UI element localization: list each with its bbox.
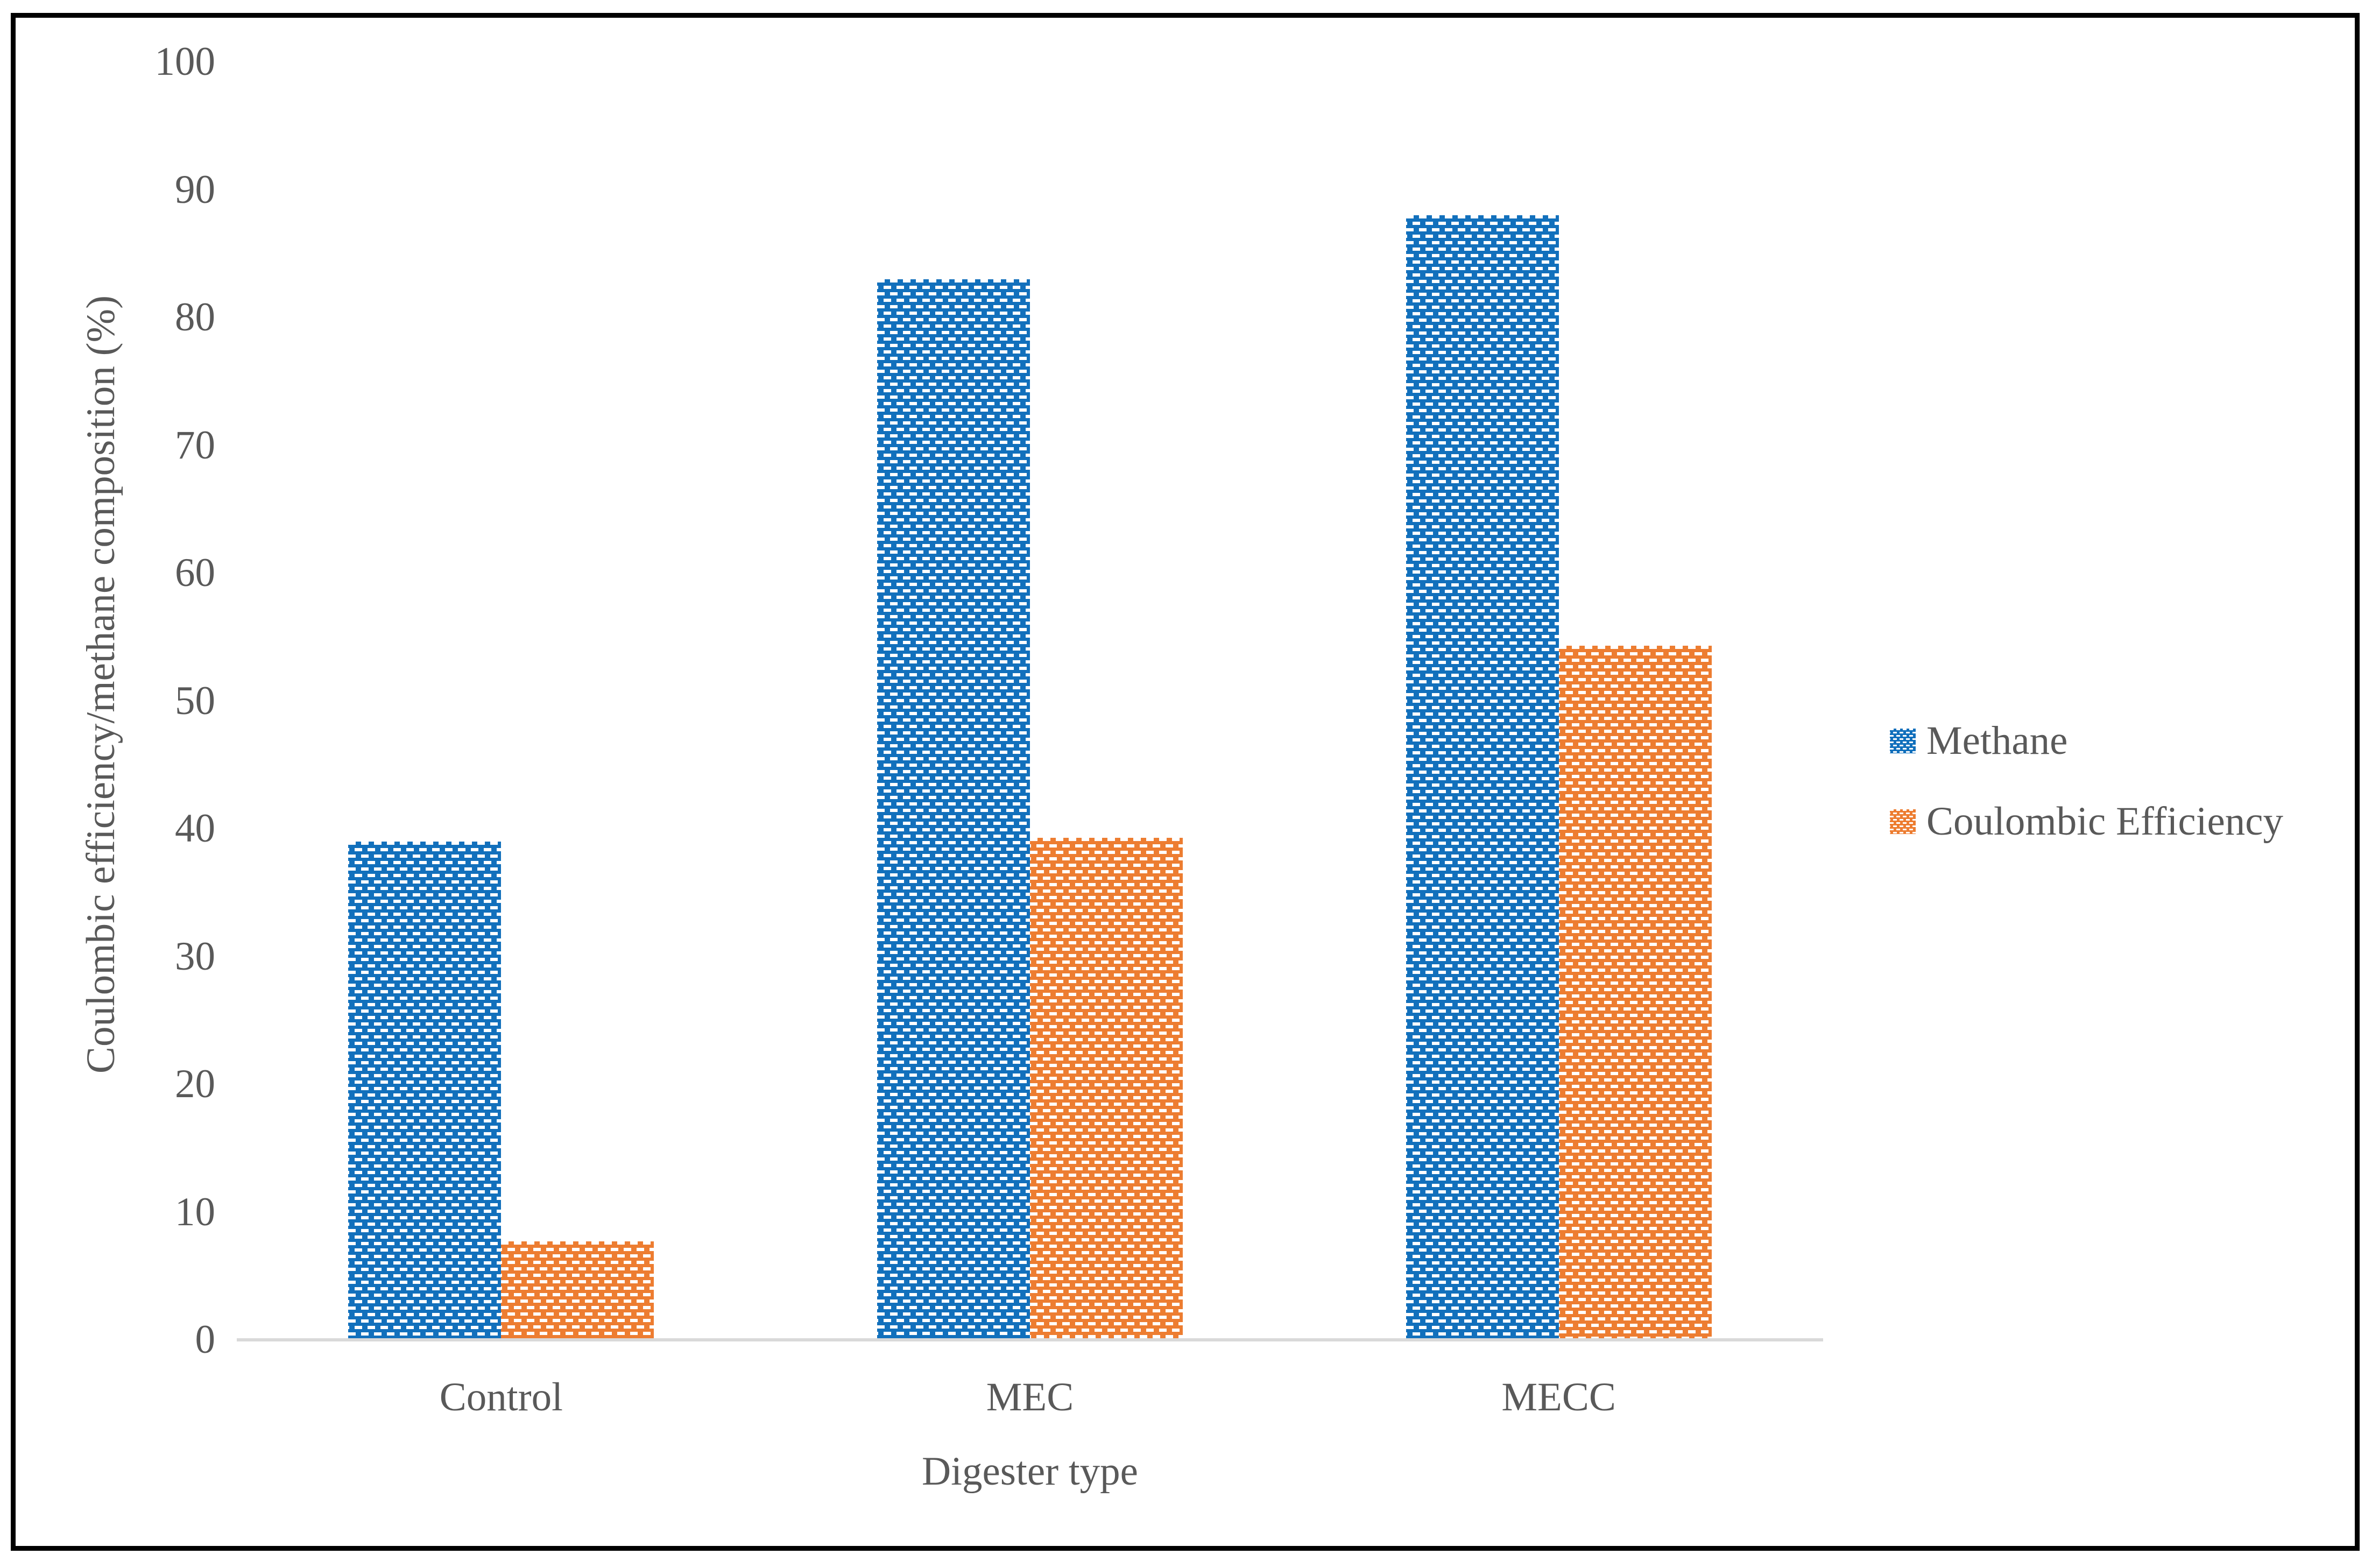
y-tick-label-90: 90 — [175, 167, 215, 212]
legend-label-methane: Methane — [1926, 718, 2068, 763]
bar-methane-mec — [877, 279, 1030, 1340]
legend-item-coulombic-efficiency: Coulombic Efficiency — [1890, 797, 2283, 846]
bar-coulombic-efficiency-mecc — [1558, 646, 1712, 1340]
y-tick-label-10: 10 — [175, 1189, 215, 1234]
x-axis-title: Digester type — [922, 1449, 1138, 1494]
y-tick-label-0: 0 — [195, 1317, 216, 1362]
figure-border — [11, 13, 2360, 1551]
legend-item-methane: Methane — [1890, 717, 2067, 765]
y-tick-label-40: 40 — [175, 806, 215, 851]
bar-methane-mecc — [1406, 215, 1559, 1340]
legend-label-coulombic-efficiency: Coulombic Efficiency — [1926, 799, 2284, 844]
y-tick-label-60: 60 — [175, 550, 215, 595]
bar-methane-control — [348, 841, 502, 1340]
x-tick-label-mec: MEC — [986, 1375, 1074, 1419]
plot-area — [237, 62, 1823, 1340]
x-axis-line — [237, 1338, 1823, 1341]
y-tick-label-70: 70 — [175, 422, 215, 468]
y-tick-label-20: 20 — [175, 1062, 215, 1106]
y-tick-label-30: 30 — [175, 934, 215, 979]
bar-coulombic-efficiency-control — [501, 1241, 654, 1340]
legend-swatch-methane — [1890, 729, 1916, 753]
bar-coulombic-efficiency-mec — [1030, 837, 1183, 1340]
x-tick-label-control: Control — [439, 1375, 563, 1419]
y-tick-label-100: 100 — [154, 39, 216, 84]
y-tick-label-50: 50 — [175, 678, 215, 723]
legend-swatch-coulombic-efficiency — [1890, 809, 1916, 834]
x-tick-label-mecc: MECC — [1501, 1375, 1616, 1419]
y-tick-label-80: 80 — [175, 295, 215, 340]
